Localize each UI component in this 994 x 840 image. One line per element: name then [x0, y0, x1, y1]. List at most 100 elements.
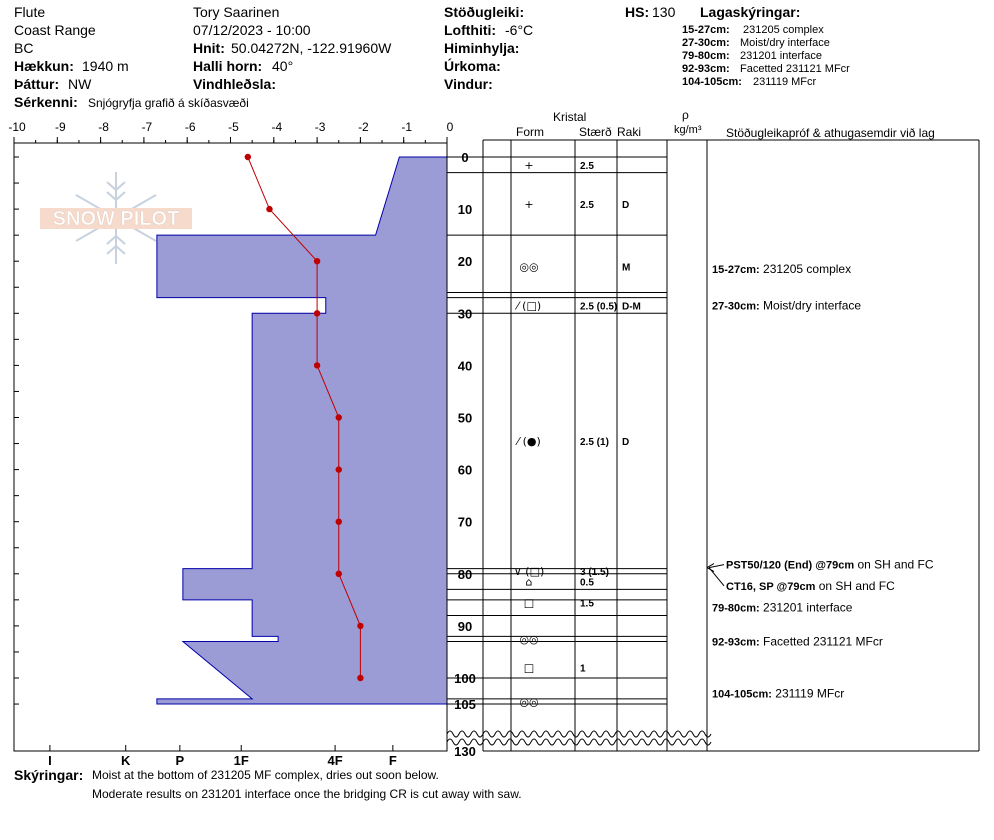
depth-label: 40: [458, 358, 472, 373]
temp-tick-label: -10: [8, 120, 26, 134]
hardness-tick-label: 1F: [234, 753, 249, 768]
legend-title: Lagaskýringar:: [700, 4, 801, 20]
aspect-value: NW: [68, 76, 92, 92]
layer-note-depth: 27-30cm:: [712, 300, 760, 312]
layer-note-text: Facetted 231121 MFcr: [760, 635, 883, 649]
slope-label: Halli horn:: [193, 58, 263, 74]
grain-size: 2.5: [580, 161, 594, 172]
legend-text: Moist/dry interface: [740, 37, 830, 49]
temp-tick-label: -5: [228, 120, 239, 134]
temperature-point: [313, 362, 321, 369]
slope-value: 40°: [272, 58, 294, 74]
temp-tick-label: -9: [55, 120, 66, 134]
comment-line-1: Moist at the bottom of 231205 MF complex…: [92, 768, 439, 782]
temp-tick-label: -7: [142, 120, 153, 134]
depth-label: 70: [458, 515, 472, 530]
hardness-tick-label: P: [176, 753, 185, 768]
features-label: Sérkenni:: [14, 94, 78, 110]
stability-test-text: on SH and FC: [854, 558, 934, 572]
depth-label: 130: [454, 744, 476, 759]
moisture: D: [622, 200, 629, 211]
observer: Tory Saarinen: [193, 4, 280, 20]
density-unit: kg/m³: [674, 124, 702, 136]
temperature-point: [335, 518, 342, 525]
legend-text: 231119 MFcr: [753, 76, 817, 88]
stability-test: CT16, SP @79cm on SH and FC: [726, 579, 895, 593]
wind-loading-label: Vindhleðsla:: [193, 76, 276, 92]
wind-label: Vindur:: [444, 76, 493, 92]
datetime: 07/12/2023 - 10:00: [193, 22, 311, 38]
grain-size: 2.5 (0.5): [580, 301, 617, 312]
hs-label: HS:: [625, 4, 650, 20]
grain-form: ⁄ (●): [514, 435, 541, 448]
grain-form: ⁄ (□): [514, 299, 541, 312]
legend-text: 231205 complex: [743, 24, 824, 36]
coords-value: 50.04272N, -122.91960W: [231, 40, 392, 56]
grain-size: 3 (1.5): [580, 567, 609, 578]
moisture-header: Raki: [617, 125, 642, 139]
elevation-label: Hækkun:: [14, 58, 74, 74]
layer-note-text: Moist/dry interface: [760, 298, 862, 312]
comments-label: Skýringar:: [14, 767, 84, 783]
elevation-value: 1940 m: [82, 58, 129, 74]
legend-depth: 15-27cm:: [682, 24, 730, 36]
tests-header: Stöðugleikapróf & athugasemdir við lag: [726, 126, 935, 140]
grain-size: 2.5: [580, 200, 594, 211]
precip-label: Úrkoma:: [444, 58, 501, 74]
temp-tick-label: -1: [401, 120, 412, 134]
crystal-header: Kristal: [553, 110, 587, 124]
layer-note-depth: 104-105cm:: [712, 689, 772, 701]
grain-form: ⌂: [526, 576, 533, 589]
layer-note-depth: 79-80cm:: [712, 603, 760, 615]
hardness-tick-label: I: [48, 753, 52, 768]
depth-label: 60: [458, 463, 472, 478]
temperature-point: [335, 414, 342, 421]
depth-label: 90: [458, 619, 472, 634]
temperature-point: [357, 622, 364, 630]
hardness-profile: [156, 156, 448, 705]
test-pointer: [708, 564, 725, 569]
layer-note-text: 231201 interface: [760, 601, 853, 615]
moisture: D-M: [622, 301, 641, 312]
test-arrow: [706, 563, 715, 573]
coords-label: Hnit:: [193, 40, 225, 56]
snowpilot-logo: SNOW PILOT: [40, 172, 192, 264]
break-line: [446, 738, 712, 746]
temperature-point: [335, 466, 342, 473]
size-header: Stærð: [579, 125, 612, 139]
location-1: Flute: [14, 4, 46, 20]
aspect-label: Þáttur:: [14, 76, 60, 92]
form-header: Form: [516, 125, 544, 139]
grain-size: 1.5: [580, 598, 594, 609]
legend-depth: 27-30cm:: [682, 37, 730, 49]
layer-note-text: 231205 complex: [760, 262, 851, 276]
grain-form: +: [524, 159, 533, 172]
stability-test-label: CT16, SP @79cm: [726, 581, 816, 593]
grain-form: ◎◎: [519, 695, 538, 708]
layer-note: 92-93cm: Facetted 231121 MFcr: [712, 635, 883, 649]
features-value: Snjógryfja grafið á skíðasvæði: [88, 96, 249, 110]
legend-depth: 79-80cm:: [682, 50, 730, 62]
legend-depth: 104-105cm:: [682, 76, 742, 88]
grain-size: 0.5: [580, 578, 594, 589]
grain-size: 1: [580, 664, 586, 675]
depth-label: 10: [458, 202, 472, 217]
stability-label: Stöðugleiki:: [444, 4, 525, 20]
grain-size: 2.5 (1): [580, 437, 609, 448]
grain-form: +: [524, 198, 533, 211]
temperature-point: [357, 674, 364, 682]
temp-tick-label: -4: [271, 120, 282, 134]
grain-form: □: [524, 662, 534, 675]
rho-header: ρ: [682, 108, 689, 122]
location-2: Coast Range: [14, 22, 96, 38]
legend-text: Facetted 231121 MFcr: [740, 63, 850, 75]
hs-value: 130: [652, 4, 676, 20]
temp-tick-label: -3: [315, 120, 326, 134]
depth-label: 20: [458, 254, 472, 269]
temperature-point: [313, 310, 321, 317]
layer-note: 15-27cm: 231205 complex: [712, 262, 851, 276]
grain-form: ◎◎: [519, 260, 538, 273]
temp-tick-label: -2: [358, 120, 369, 134]
layer-note-text: 231119 MFcr: [772, 687, 844, 701]
